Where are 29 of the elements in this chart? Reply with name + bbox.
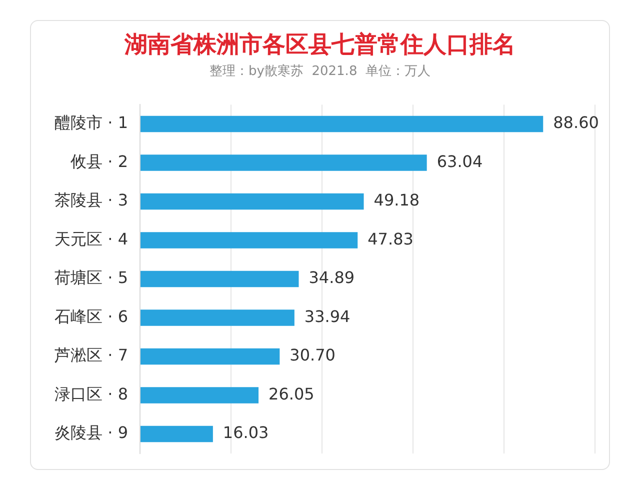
bar	[140, 310, 294, 326]
bar	[140, 348, 280, 365]
y-tick-label: 天元区 · 4	[54, 229, 128, 248]
chart-subtitle: 整理：by散寒苏 2021.8 单位：万人	[208, 63, 432, 81]
y-tick-label: 茶陵县 · 3	[54, 190, 128, 210]
bar	[140, 193, 364, 210]
y-tick-label: 醴陵市 · 1	[54, 113, 128, 132]
data-label: 30.70	[290, 346, 336, 365]
data-label: 63.04	[436, 152, 483, 171]
data-label: 26.05	[268, 384, 314, 404]
data-label: 47.83	[368, 229, 414, 248]
bar	[140, 387, 259, 404]
y-tick-label: 石峰区 · 6	[54, 306, 128, 326]
y-tick-label: 攸县 · 2	[70, 152, 128, 171]
y-tick-label: 芦淞区 · 7	[54, 346, 128, 365]
bar	[140, 232, 358, 248]
data-label: 16.03	[222, 423, 269, 442]
data-label: 88.60	[553, 113, 599, 132]
y-tick-label: 渌口区 · 8	[54, 384, 128, 404]
chart-title: 湖南省株洲市各区县七普常住人口排名	[123, 30, 516, 60]
y-tick-label: 荷塘区 · 5	[54, 268, 128, 288]
data-label: 33.94	[304, 306, 350, 326]
bar	[140, 270, 299, 288]
bar	[140, 154, 427, 171]
bar	[140, 426, 213, 442]
bar	[140, 116, 544, 132]
data-label: 34.89	[308, 268, 355, 288]
y-tick-label: 炎陵县 · 9	[54, 423, 128, 442]
data-label: 49.18	[374, 190, 420, 210]
